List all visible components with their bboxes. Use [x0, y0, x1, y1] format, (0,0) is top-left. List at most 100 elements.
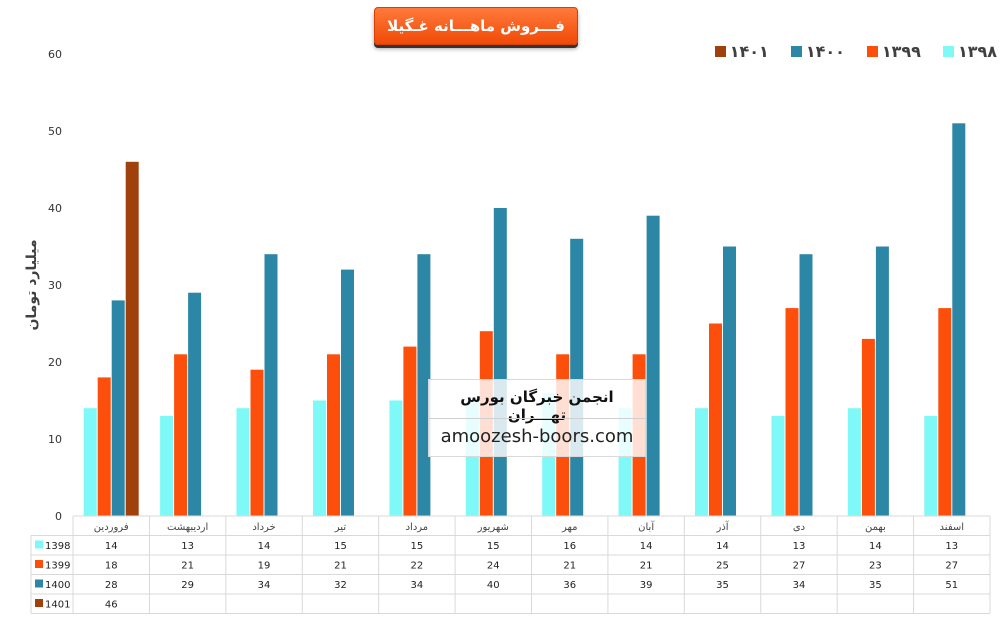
table-cell-value: 27	[793, 561, 806, 572]
bar	[799, 254, 813, 516]
bar	[250, 369, 264, 516]
table-cell-value: 22	[411, 561, 424, 572]
table-cell-value: 34	[258, 580, 271, 591]
bar	[341, 269, 354, 516]
table-cell-value: 21	[640, 561, 653, 572]
table-cell-value: 32	[334, 580, 347, 591]
legend-label-1398: ۱۳۹۸	[957, 42, 997, 61]
table-series-name: 1401	[45, 600, 70, 611]
table-cell-value: 15	[411, 541, 424, 552]
category-label: آذر	[716, 520, 730, 533]
legend-label-1400: ۱۴۰۰	[805, 42, 845, 61]
category-label: مرداد	[406, 522, 429, 533]
category-label: دی	[793, 522, 805, 533]
bar	[646, 215, 660, 516]
bar	[924, 415, 938, 516]
bar	[403, 346, 417, 516]
bar	[264, 254, 278, 516]
table-cell-value: 18	[105, 561, 118, 572]
category-label: اردیبهشت	[167, 522, 208, 533]
table-legend-key	[35, 599, 43, 607]
watermark-title: انجمن خبرگان بورس تهـــران	[460, 388, 614, 424]
table-cell-value: 15	[487, 541, 500, 552]
category-label: فروردین	[94, 522, 129, 533]
bar	[938, 308, 952, 516]
table-cell-value: 14	[258, 541, 271, 552]
bar	[875, 246, 889, 516]
bar	[236, 408, 250, 516]
table-cell-value: 21	[181, 561, 194, 572]
bar	[785, 308, 799, 516]
table-cell-value: 21	[334, 561, 347, 572]
legend-swatch-1401	[714, 46, 726, 57]
y-axis-label: میلیارد تومان	[24, 239, 40, 331]
table-cell-value: 34	[411, 580, 424, 591]
bar	[570, 238, 584, 517]
table-cell-value: 14	[716, 541, 729, 552]
category-label: شهریور	[477, 522, 509, 533]
bar	[389, 400, 403, 516]
category-label: خرداد	[252, 522, 275, 533]
table-cell-value: 35	[869, 580, 882, 591]
bar	[174, 354, 188, 516]
bar	[188, 292, 202, 516]
table-cell-value: 36	[563, 580, 576, 591]
bar	[83, 408, 97, 516]
table-legend-key	[35, 579, 43, 588]
table-cell-value: 35	[716, 580, 729, 591]
table-cell-value: 27	[945, 561, 958, 572]
category-label: بهمن	[865, 522, 886, 533]
table-cell-value: 16	[563, 541, 576, 552]
bar	[861, 338, 875, 516]
table-cell-value: 46	[105, 600, 118, 611]
table-cell-value: 28	[105, 580, 118, 591]
table-series-name: 1398	[45, 541, 70, 552]
bar	[313, 400, 326, 516]
table-cell-value: 25	[716, 561, 729, 572]
bar	[111, 300, 125, 516]
table-legend-key	[35, 540, 43, 549]
table-cell-value: 14	[105, 541, 118, 552]
legend-item-1400: ۱۴۰۰	[790, 42, 845, 61]
legend-swatch-1399	[866, 46, 878, 57]
legend-swatch-1400	[790, 46, 802, 57]
table-cell-value: 40	[487, 580, 500, 591]
y-tick-label: 10	[48, 433, 62, 446]
category-label: مهر	[561, 522, 577, 533]
table-cell-value: 13	[793, 541, 806, 552]
bar	[709, 323, 722, 516]
legend-item-1398: ۱۳۹۸	[942, 42, 997, 61]
watermark-url: amoozesh-boors.com	[440, 426, 634, 447]
table-cell-value: 24	[487, 561, 500, 572]
table-cell-value: 39	[640, 580, 653, 591]
y-tick-label: 30	[48, 279, 62, 292]
table-cell-value: 13	[181, 541, 194, 552]
table-series-name: 1400	[45, 580, 70, 591]
y-tick-label: 20	[48, 356, 62, 369]
bar	[695, 408, 708, 516]
legend-swatch-1398	[942, 46, 954, 57]
table-cell-value: 14	[640, 541, 653, 552]
bar	[327, 354, 340, 516]
chart-title: فـــروش ماهـــانه غـگیلا	[374, 7, 578, 45]
y-tick-label: 60	[48, 48, 62, 61]
legend-label-1399: ۱۳۹۹	[881, 42, 921, 61]
bar	[417, 254, 431, 516]
table-cell-value: 34	[793, 580, 806, 591]
legend-item-1399: ۱۳۹۹	[866, 42, 921, 61]
category-label: اسفند	[940, 522, 964, 533]
y-tick-label: 40	[48, 202, 62, 215]
watermark-divider	[429, 418, 645, 419]
table-cell-value: 29	[181, 580, 194, 591]
y-tick-label: 0	[55, 510, 62, 523]
table-cell-value: 19	[258, 561, 271, 572]
bar	[952, 123, 966, 517]
table-cell-value: 14	[869, 541, 882, 552]
category-label: آبان	[638, 520, 655, 533]
bar	[97, 377, 111, 516]
legend-item-1401: ۱۴۰۱	[714, 42, 769, 61]
table-cell-value: 21	[563, 561, 576, 572]
bar	[723, 246, 736, 516]
table-cell-value: 13	[945, 541, 958, 552]
table-cell-value: 15	[334, 541, 347, 552]
